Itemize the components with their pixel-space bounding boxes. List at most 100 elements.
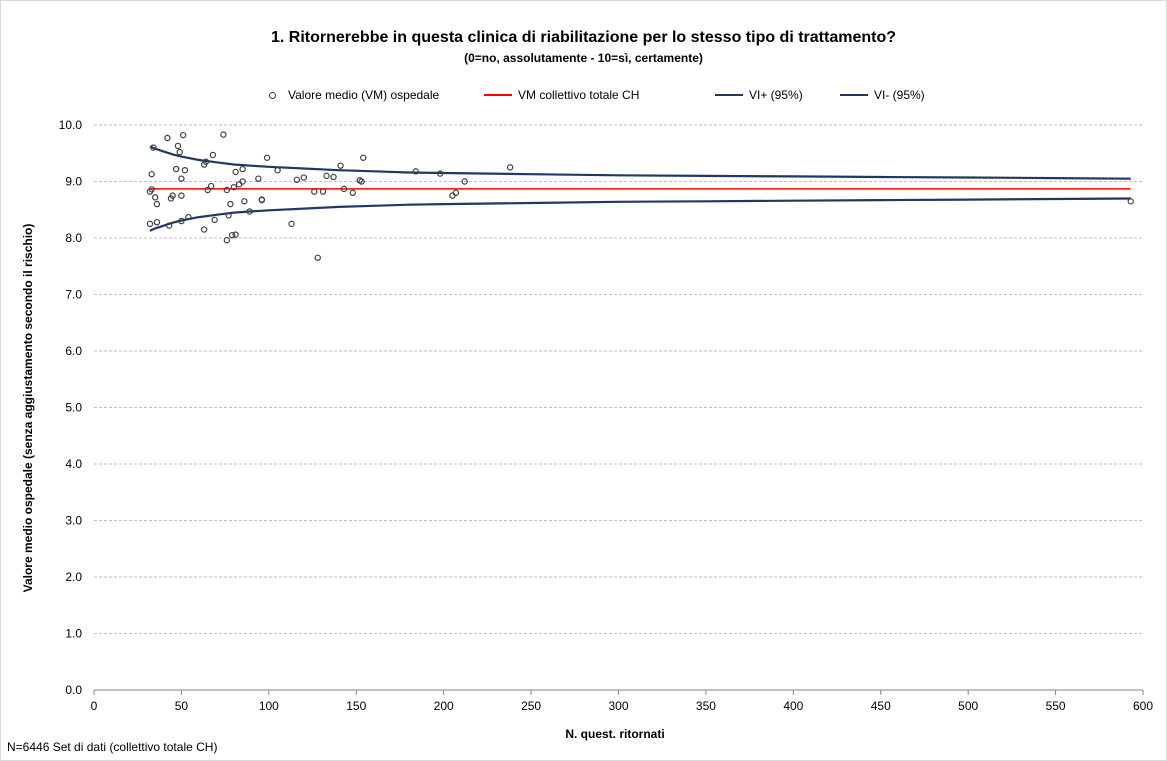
data-point bbox=[461, 178, 468, 185]
x-tick-label: 0 bbox=[91, 699, 98, 713]
circle-marker-icon bbox=[269, 91, 276, 99]
data-point bbox=[255, 175, 262, 182]
data-point bbox=[178, 175, 185, 182]
data-point bbox=[150, 144, 157, 151]
data-point bbox=[360, 154, 367, 161]
series-lines bbox=[149, 145, 1131, 232]
chart-title: 1. Ritornerebbe in questa clinica di ria… bbox=[271, 29, 896, 46]
data-point bbox=[263, 154, 271, 161]
data-point bbox=[179, 131, 187, 139]
data-point bbox=[225, 212, 232, 219]
axes bbox=[93, 689, 1144, 695]
data-point bbox=[172, 165, 180, 173]
legend-label: VI+ (95%) bbox=[749, 88, 803, 102]
data-point bbox=[200, 226, 208, 233]
data-point bbox=[211, 216, 218, 224]
data-point bbox=[319, 188, 327, 195]
data-point bbox=[330, 173, 337, 181]
x-tick-labels: 0 50 100 150 200 250 300 350 400 450 500 550 600 bbox=[91, 699, 1154, 713]
red-line-icon bbox=[484, 94, 512, 96]
data-point bbox=[323, 172, 330, 180]
y-tick-labels: 0.0 1.0 2.0 3.0 4.0 5.0 6.0 7.0 8.0 9.0 10.0 bbox=[59, 118, 83, 697]
ci-lower-line bbox=[149, 197, 1131, 232]
data-point bbox=[293, 176, 301, 184]
data-point bbox=[412, 168, 419, 175]
data-point bbox=[246, 208, 253, 215]
data-point bbox=[148, 186, 155, 193]
y-tick-label: 3.0 bbox=[65, 514, 82, 528]
y-tick-label: 0.0 bbox=[65, 683, 82, 697]
data-point bbox=[311, 188, 318, 195]
data-point bbox=[232, 168, 239, 176]
data-point bbox=[153, 218, 161, 226]
data-point bbox=[220, 131, 227, 138]
y-tick-label: 1.0 bbox=[65, 627, 82, 641]
legend-label: VM collettivo totale CH bbox=[518, 88, 640, 102]
ci-upper-line bbox=[149, 145, 1131, 180]
data-point bbox=[228, 231, 236, 239]
data-point bbox=[230, 183, 238, 191]
data-point bbox=[181, 166, 189, 174]
x-tick-label: 100 bbox=[259, 699, 279, 713]
data-point bbox=[337, 162, 344, 169]
x-tick-label: 500 bbox=[958, 699, 978, 713]
data-point bbox=[165, 222, 173, 229]
chart-subtitle: (0=no, assolutamente - 10=sì, certamente… bbox=[464, 51, 703, 65]
scatter-points bbox=[146, 131, 1134, 261]
data-point bbox=[151, 194, 159, 201]
data-point bbox=[202, 158, 210, 165]
data-point bbox=[340, 185, 348, 193]
data-point bbox=[204, 186, 211, 194]
y-tick-label: 4.0 bbox=[65, 457, 82, 471]
data-point bbox=[300, 174, 307, 181]
y-tick-label: 8.0 bbox=[65, 231, 82, 245]
data-point bbox=[207, 182, 215, 190]
data-point bbox=[223, 186, 231, 194]
data-point bbox=[185, 213, 192, 221]
y-tick-label: 10.0 bbox=[59, 118, 83, 132]
data-point bbox=[452, 189, 460, 196]
data-point bbox=[349, 189, 356, 196]
x-tick-label: 250 bbox=[521, 699, 541, 713]
data-point bbox=[176, 148, 183, 156]
data-point bbox=[169, 192, 176, 199]
data-point bbox=[506, 164, 514, 171]
y-tick-label: 9.0 bbox=[65, 175, 82, 189]
data-point bbox=[1127, 198, 1134, 205]
x-tick-label: 400 bbox=[783, 699, 803, 713]
legend-label: Valore medio (VM) ospedale bbox=[288, 88, 440, 102]
data-point bbox=[232, 231, 239, 238]
y-tick-label: 2.0 bbox=[65, 570, 82, 584]
data-point bbox=[223, 237, 231, 244]
data-point bbox=[178, 217, 185, 225]
x-tick-label: 600 bbox=[1133, 699, 1153, 713]
data-point bbox=[288, 220, 295, 228]
legend-item-hospital-mean: Valore medio (VM) ospedale bbox=[265, 88, 439, 102]
x-axis-label: N. quest. ritornati bbox=[565, 727, 665, 741]
data-point bbox=[174, 142, 182, 150]
data-point bbox=[153, 200, 161, 208]
y-tick-label: 5.0 bbox=[65, 401, 82, 415]
data-point bbox=[148, 170, 155, 178]
data-point bbox=[258, 196, 266, 204]
legend: Valore medio (VM) ospedale VM collettivo… bbox=[0, 88, 1167, 104]
y-tick-label: 6.0 bbox=[65, 344, 82, 358]
data-point bbox=[239, 165, 246, 173]
x-tick-label: 300 bbox=[608, 699, 628, 713]
data-point bbox=[227, 200, 234, 208]
data-point bbox=[178, 192, 185, 199]
x-tick-label: 550 bbox=[1046, 699, 1066, 713]
data-point bbox=[314, 254, 321, 261]
x-tick-label: 350 bbox=[696, 699, 716, 713]
footnote: N=6446 Set di dati (collettivo totale CH… bbox=[7, 740, 218, 754]
x-tick-label: 450 bbox=[871, 699, 891, 713]
data-point bbox=[449, 192, 456, 199]
data-point bbox=[241, 198, 248, 205]
data-point bbox=[436, 170, 444, 177]
data-point bbox=[146, 220, 154, 228]
y-tick-label: 7.0 bbox=[65, 288, 82, 302]
legend-label: VI- (95%) bbox=[874, 88, 925, 102]
data-point bbox=[274, 166, 281, 174]
data-point bbox=[358, 178, 365, 185]
